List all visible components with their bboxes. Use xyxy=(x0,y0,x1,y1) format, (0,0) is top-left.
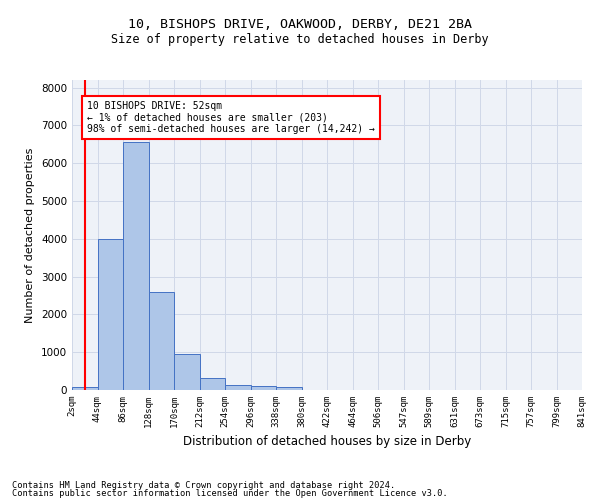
Bar xyxy=(72,387,97,390)
Bar xyxy=(251,386,276,390)
Text: Contains HM Land Registry data © Crown copyright and database right 2024.: Contains HM Land Registry data © Crown c… xyxy=(12,480,395,490)
Bar xyxy=(123,142,149,390)
X-axis label: Distribution of detached houses by size in Derby: Distribution of detached houses by size … xyxy=(183,436,471,448)
Bar xyxy=(199,378,225,390)
Bar xyxy=(174,354,199,390)
Bar xyxy=(149,292,174,390)
Text: 10, BISHOPS DRIVE, OAKWOOD, DERBY, DE21 2BA: 10, BISHOPS DRIVE, OAKWOOD, DERBY, DE21 … xyxy=(128,18,472,30)
Y-axis label: Number of detached properties: Number of detached properties xyxy=(25,148,35,322)
Text: Size of property relative to detached houses in Derby: Size of property relative to detached ho… xyxy=(111,32,489,46)
Bar xyxy=(276,387,302,390)
Bar xyxy=(225,385,251,390)
Text: Contains public sector information licensed under the Open Government Licence v3: Contains public sector information licen… xyxy=(12,489,448,498)
Text: 10 BISHOPS DRIVE: 52sqm
← 1% of detached houses are smaller (203)
98% of semi-de: 10 BISHOPS DRIVE: 52sqm ← 1% of detached… xyxy=(88,101,375,134)
Bar xyxy=(97,239,123,390)
